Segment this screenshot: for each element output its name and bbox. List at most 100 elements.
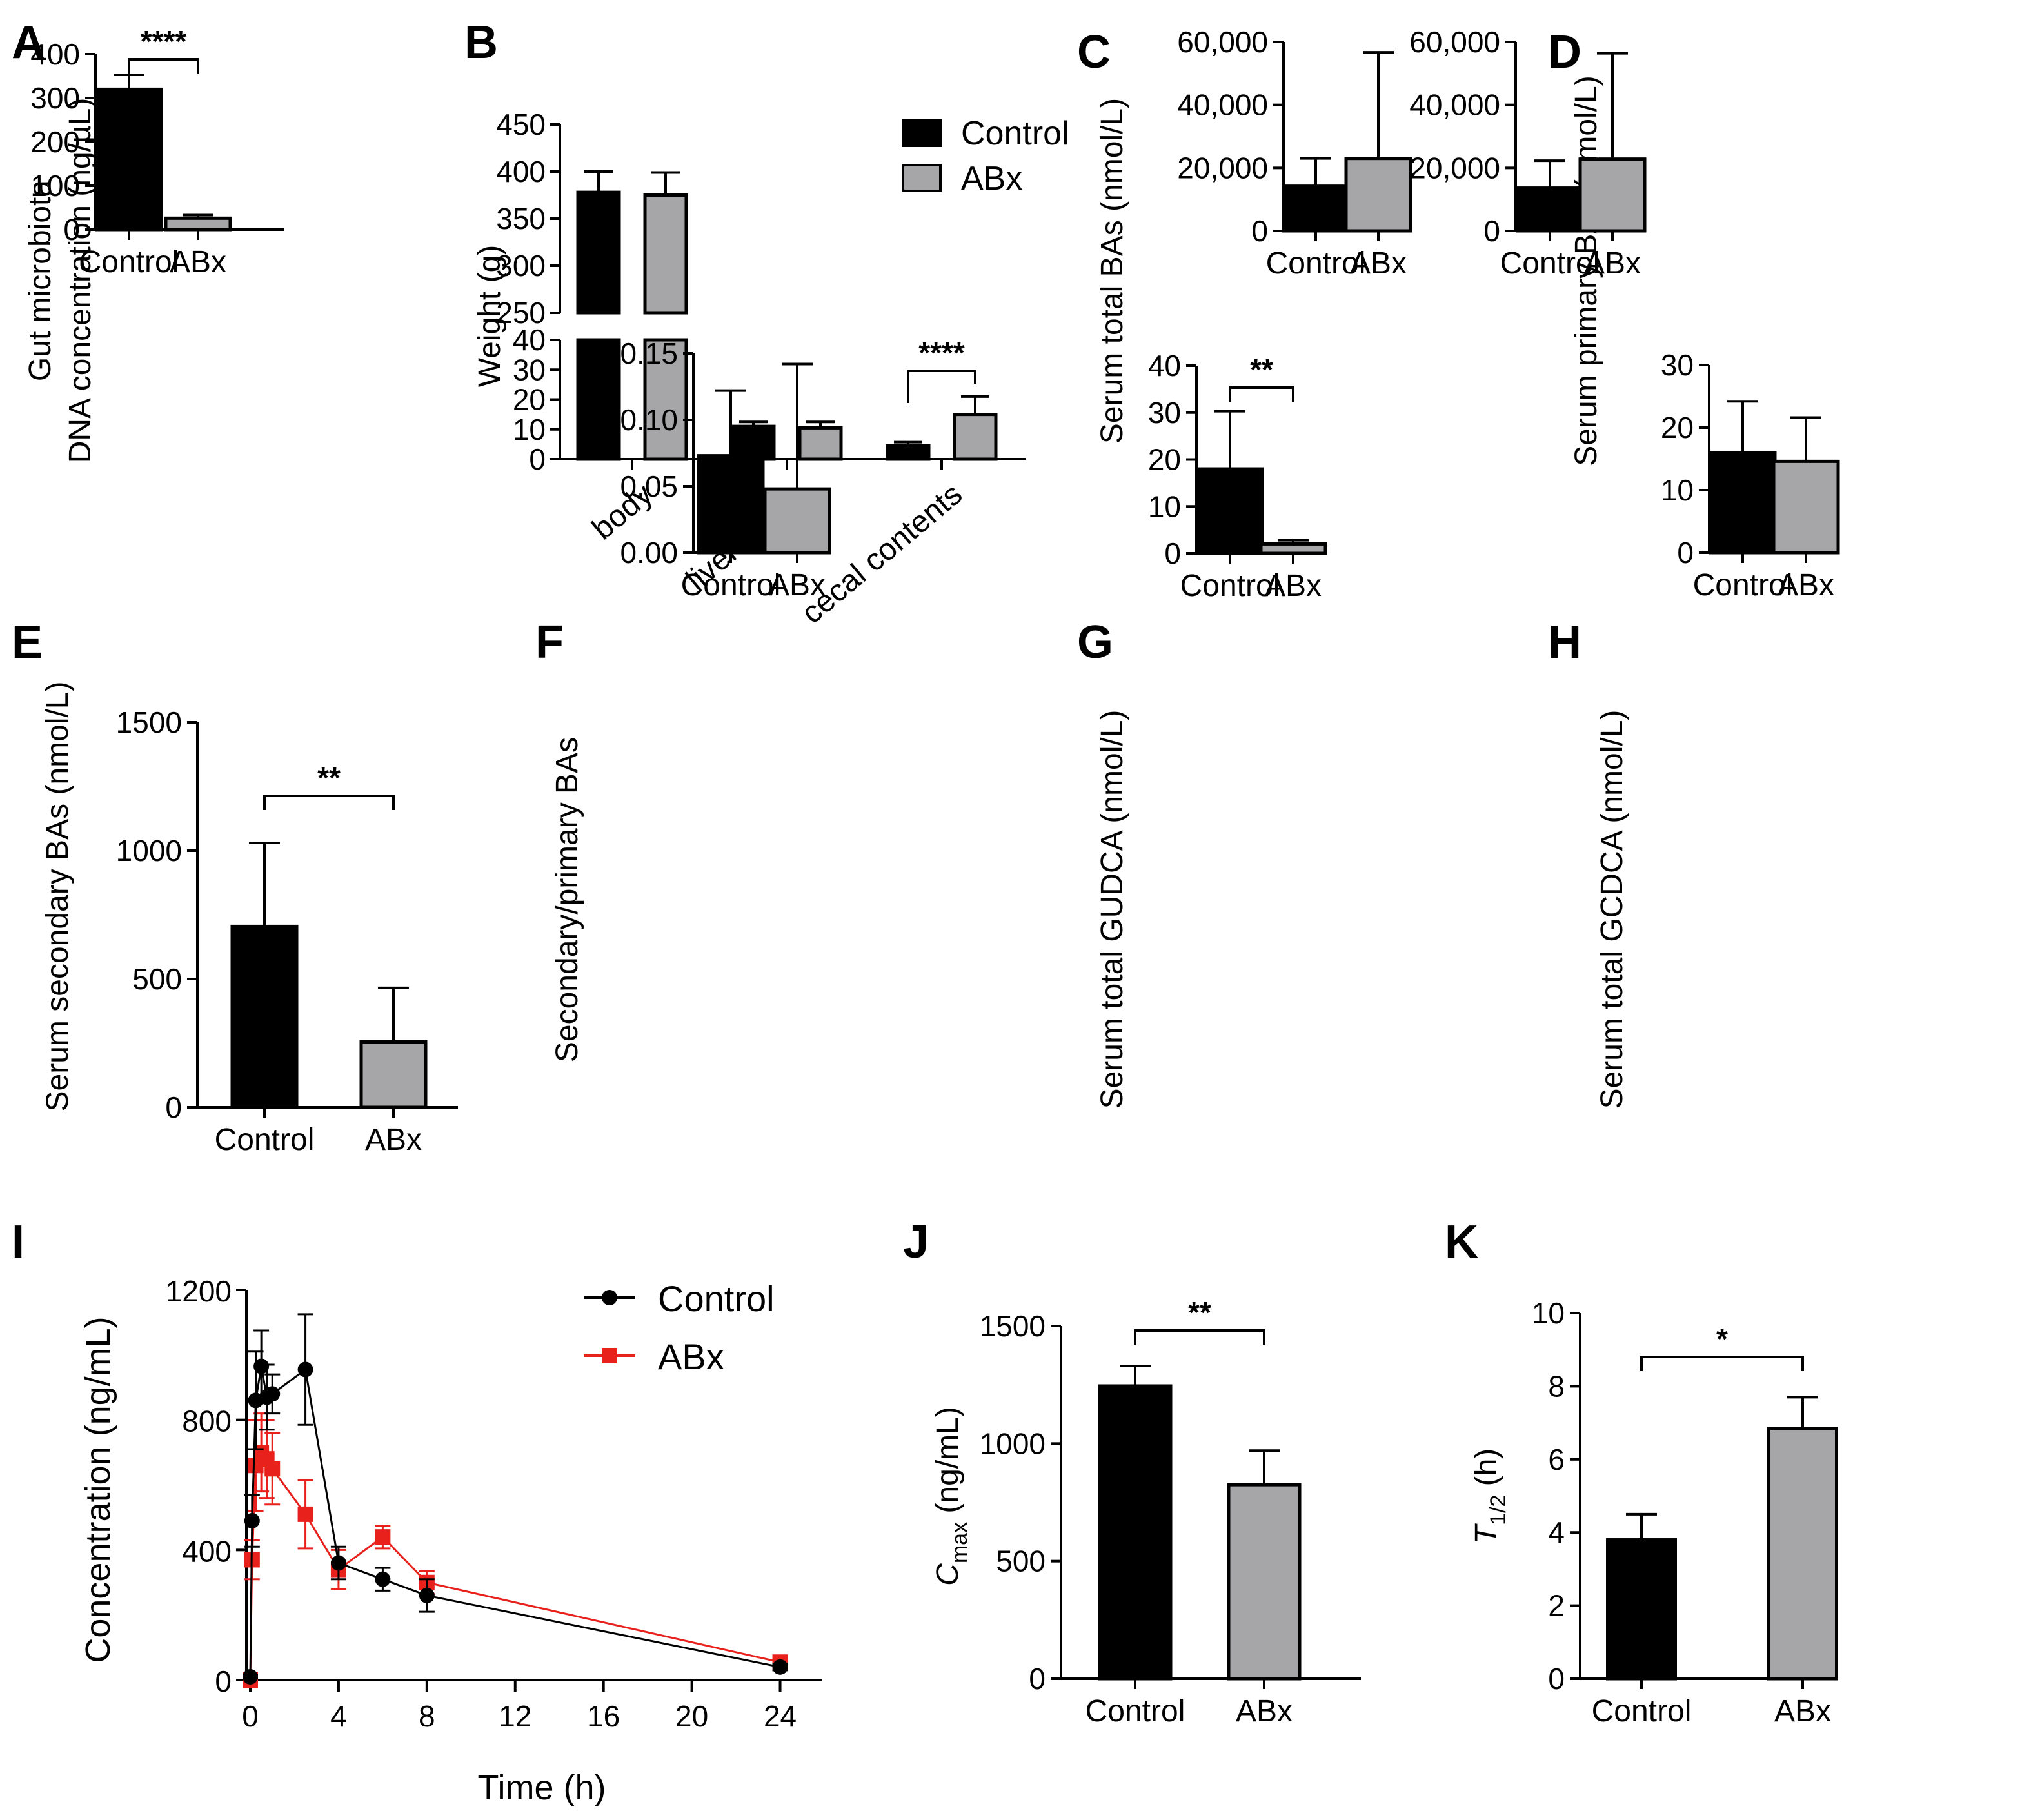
x-category-label: ABx	[1584, 246, 1641, 281]
data-point-abx	[264, 1461, 281, 1477]
x-category-label: Control	[1592, 1694, 1692, 1728]
y-tick-label: 20	[1661, 411, 1694, 444]
bar-abx	[763, 487, 831, 555]
y-tick-label: 0	[1251, 214, 1268, 248]
x-category-label: ABx	[1350, 246, 1407, 281]
panel-label-k: K	[1445, 1216, 1478, 1268]
bar-abx	[164, 216, 232, 232]
panel-label-h: H	[1548, 617, 1581, 668]
panel-e-ylabel: Serum secondary BAs (nmol/L)	[41, 682, 75, 1112]
y-tick-label: 400	[496, 155, 546, 188]
panel-k-ylabel: T1/2 (h)	[1469, 1449, 1511, 1545]
y-tick-label: 0	[1677, 536, 1694, 569]
y-tick-label: 40,000	[1177, 88, 1268, 122]
panel-a-chart: Gut microbiota DNA concentration (ng/µL)…	[23, 25, 284, 463]
y-tick-label: 30	[513, 353, 546, 386]
x-category-label: Control	[215, 1123, 315, 1157]
significance-bracket	[1134, 1329, 1265, 1345]
significance-label: ****	[141, 25, 187, 58]
significance-bracket	[1640, 1356, 1804, 1371]
legend-swatch-abx	[902, 164, 942, 192]
x-tick-label: 0	[242, 1699, 259, 1733]
panel-e-chart: Serum secondary BAs (nmol/L) 0 500 1000 150…	[41, 682, 458, 1157]
y-tick-label: 10	[1661, 473, 1694, 507]
y-tick-label: 60,000	[1177, 25, 1268, 59]
x-category-label: ABx	[1774, 1694, 1831, 1728]
data-point-control	[772, 1659, 788, 1675]
y-tick-label: 6	[1548, 1443, 1565, 1476]
legend-marker-control	[602, 1290, 617, 1305]
bar-abx	[798, 426, 843, 461]
significance-label: **	[1188, 1296, 1211, 1329]
bar-abx	[1227, 1483, 1302, 1681]
y-tick-label: 350	[496, 202, 546, 235]
panel-k-ylabel-rest: (h)	[1469, 1449, 1503, 1495]
data-point-control	[253, 1358, 270, 1374]
bar-abx	[1578, 157, 1647, 233]
panel-j-chart: Cmax (ng/mL) 0 500 1000 1500 Control ABx **	[931, 1296, 1361, 1728]
y-tick-label: 0.05	[620, 470, 678, 503]
y-tick-label: 8	[1548, 1369, 1565, 1403]
data-point-abx	[297, 1506, 313, 1522]
panel-label-i: I	[12, 1216, 25, 1268]
data-point-control	[419, 1587, 435, 1603]
legend-label-control-pk: Control	[658, 1278, 775, 1319]
significance-label: **	[317, 761, 341, 795]
y-tick-label: 20,000	[1177, 151, 1268, 184]
panel-i-legend: Control ABx	[584, 1278, 775, 1377]
legend-label-abx: ABx	[961, 160, 1022, 197]
panel-f-chart: Secondary/primary BAs 0.00 0.05 0.10 0.15 Co…	[550, 337, 831, 1062]
panel-j-ylabel: Cmax (ng/mL)	[931, 1407, 972, 1586]
panel-h-ylabel: Serum total GCDCA (nmol/L)	[1595, 710, 1629, 1109]
panel-label-b: B	[464, 17, 498, 68]
y-tick-label: 0	[165, 1091, 182, 1124]
y-tick-label: 1000	[116, 834, 182, 867]
panel-i-xlabel: Time (h)	[478, 1768, 606, 1807]
significance-bracket	[1229, 386, 1294, 402]
y-tick-label: 0	[1029, 1662, 1046, 1696]
panel-j-ylabel-rest: (ng/mL)	[931, 1407, 965, 1522]
y-tick-label: 0.10	[620, 403, 678, 437]
y-tick-label: 300	[30, 81, 80, 115]
y-tick-label: 300	[496, 249, 546, 282]
x-tick-label: 24	[764, 1699, 797, 1733]
y-tick-label: 0	[1164, 537, 1181, 570]
y-tick-label: 40	[1148, 349, 1181, 382]
x-category-label: ABx	[1778, 568, 1834, 602]
bar-control	[95, 87, 163, 232]
panel-label-c: C	[1077, 26, 1111, 78]
panel-k-ylabel-sub: 1/2	[1486, 1495, 1511, 1525]
x-category-label: ABx	[769, 568, 826, 602]
y-tick-label: 20,000	[1409, 151, 1500, 184]
data-point-control	[375, 1571, 391, 1587]
panel-b-legend: Control ABx	[902, 115, 1069, 197]
x-category-label: ABx	[170, 245, 226, 279]
panel-k-ylabel-main: T	[1469, 1523, 1503, 1544]
panel-f-ylabel: Secondary/primary BAs	[550, 737, 584, 1062]
significance-label: **	[1250, 353, 1273, 386]
panel-c-ylabel: Serum total BAs (nmol/L)	[1095, 98, 1129, 444]
bar-control	[1606, 1538, 1677, 1681]
x-category-label: Control	[1180, 569, 1280, 603]
y-tick-label: 20	[513, 383, 546, 417]
y-tick-label: 4	[1548, 1516, 1565, 1549]
x-category-label: Control	[1693, 568, 1793, 602]
bar-control	[1098, 1384, 1173, 1681]
legend-swatch-control	[902, 119, 942, 147]
x-tick-label: 16	[587, 1699, 620, 1733]
y-tick-label: 30	[1661, 348, 1694, 382]
bar-abx	[1767, 1427, 1838, 1681]
significance-bracket	[128, 58, 199, 74]
y-tick-label: 1500	[116, 706, 182, 739]
y-tick-label: 400	[30, 37, 80, 71]
y-tick-label: 60,000	[1409, 25, 1500, 59]
x-category-label: Control	[1085, 1694, 1185, 1728]
y-tick-label: 0.00	[620, 536, 678, 569]
y-tick-label: 450	[496, 108, 546, 141]
y-tick-label: 250	[496, 296, 546, 330]
x-tick-label: 8	[419, 1699, 435, 1733]
legend-marker-abx	[602, 1348, 617, 1363]
y-tick-label: 0	[1483, 214, 1500, 248]
bar-abx	[1772, 459, 1840, 555]
